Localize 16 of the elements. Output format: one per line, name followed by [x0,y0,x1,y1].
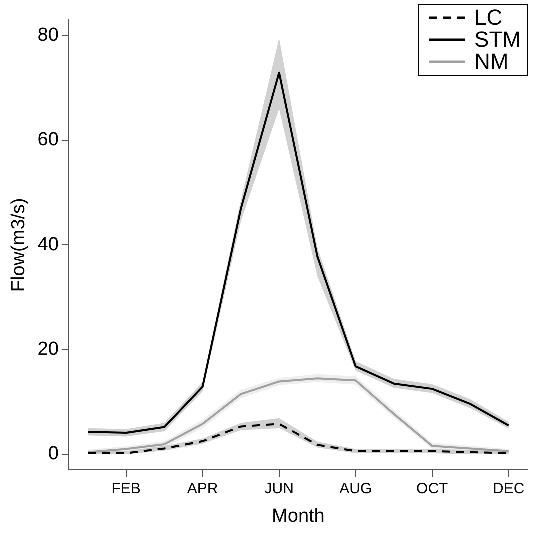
x-tick-label: APR [187,480,218,498]
y-axis-title: Flow(m3/s) [8,198,30,292]
y-tick-label: 20 [38,339,59,360]
x-tick-label: AUG [340,480,372,498]
x-tick-label: OCT [416,480,448,498]
legend-label: STM [474,27,521,52]
y-tick-label: 40 [38,234,59,256]
legend-label: LC [474,5,503,30]
x-tick-label: DEC [493,480,525,498]
legend-label: NM [474,49,509,74]
y-tick-label: 60 [38,130,59,151]
x-tick-label: FEB [112,480,141,498]
x-tick-label: JUN [264,480,294,498]
y-tick-label: 0 [48,444,59,465]
x-axis-title: Month [272,506,325,527]
y-tick-label: 80 [38,24,59,46]
